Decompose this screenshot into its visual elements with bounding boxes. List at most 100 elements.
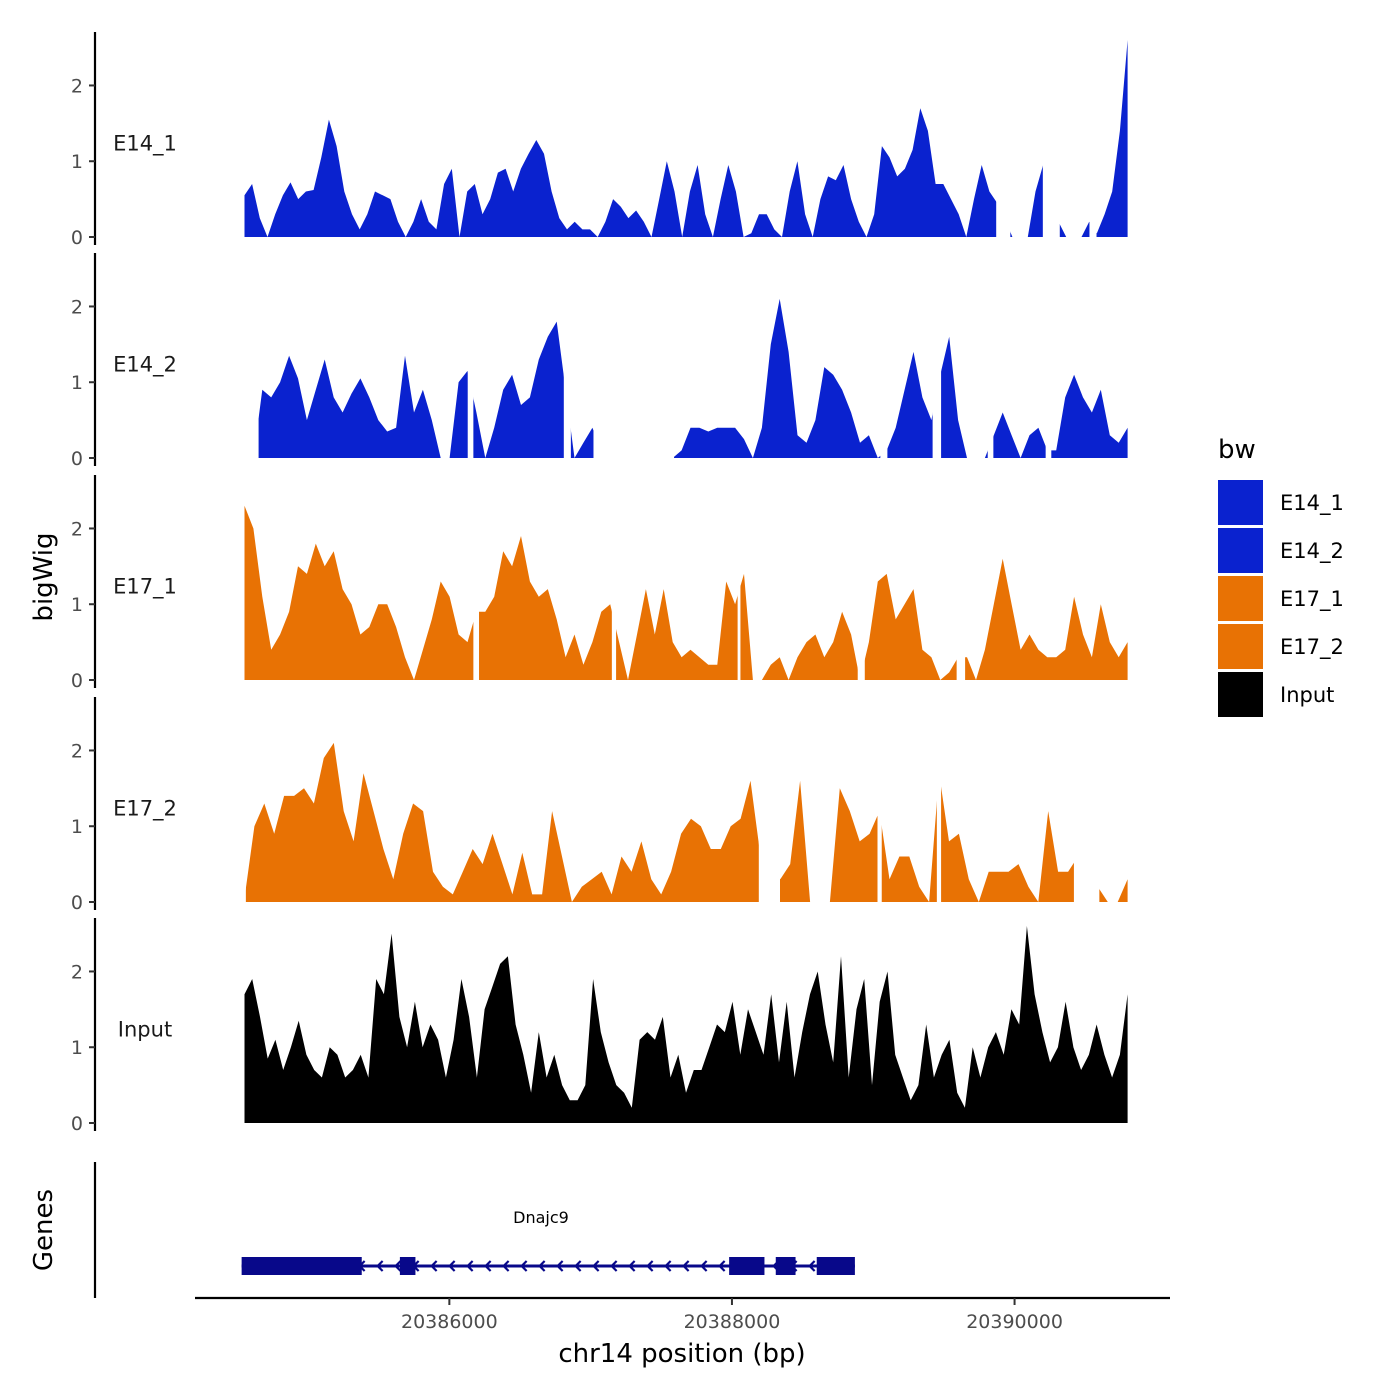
strand-arrow (808, 1260, 816, 1272)
strand-arrow (394, 1260, 402, 1272)
signal-area-E14_2 (244, 298, 1128, 458)
y-tick-label: 1 (71, 372, 83, 394)
genes-panel: Genes Dnajc9 (29, 1162, 855, 1298)
legend-item: E17_2 (1218, 624, 1344, 669)
signal-gap (936, 695, 942, 903)
strand-arrow (664, 1260, 672, 1272)
y-tick-label: 2 (71, 296, 83, 318)
y-tick-label: 2 (71, 740, 83, 762)
strand-arrow (448, 1260, 456, 1272)
y-tick-label: 0 (71, 1113, 83, 1135)
strand-arrow (376, 1260, 384, 1272)
y-tick-label: 2 (71, 518, 83, 540)
legend-label: Input (1280, 683, 1334, 707)
signal-gap (857, 473, 865, 681)
signal-gap (244, 695, 246, 903)
y-tick-label: 2 (71, 961, 83, 983)
legend-label: E17_1 (1280, 587, 1344, 612)
signal-gap (467, 251, 474, 459)
legend-swatch (1218, 672, 1263, 717)
legend-entries: E14_1 E14_2 E17_1 E17_2 Input (1218, 480, 1344, 717)
gene-exon (399, 1257, 416, 1275)
signal-gap (1042, 30, 1060, 238)
signal-area-E14_1 (244, 40, 1128, 237)
strand-arrow (520, 1260, 528, 1272)
legend: bw E14_1 E14_2 E17_1 E17_2 Input (1218, 435, 1344, 717)
x-tick-label: 20390000 (966, 1311, 1063, 1333)
track-E14_2: 0 1 2 E14_2 (71, 251, 1128, 470)
strand-arrow (718, 1260, 726, 1272)
legend-swatch (1218, 624, 1263, 669)
signal-area-E17_1 (244, 505, 1128, 680)
signal-gap (758, 695, 780, 903)
gene-exon (729, 1257, 765, 1275)
track-E17_1: 0 1 2 E17_1 (71, 473, 1128, 692)
legend-swatch (1218, 576, 1263, 621)
signal-gap (611, 473, 617, 681)
signal-gap (932, 251, 942, 459)
y-tick-label: 0 (71, 448, 83, 470)
legend-item: E17_1 (1218, 576, 1344, 621)
gene-exon (816, 1257, 855, 1275)
x-tick-label: 20388000 (684, 1311, 781, 1333)
signal-gap (593, 251, 675, 459)
gene-exon (241, 1257, 362, 1275)
legend-title: bw (1218, 435, 1256, 465)
legend-swatch (1218, 528, 1263, 573)
legend-label: E17_2 (1280, 635, 1344, 660)
y-axis-title: bigWig (29, 532, 59, 621)
signal-gap (563, 251, 571, 459)
strand-arrow (484, 1260, 492, 1272)
strand-arrow (628, 1260, 636, 1272)
legend-item: Input (1218, 672, 1334, 717)
legend-swatch (1218, 480, 1263, 525)
signal-gap (1045, 251, 1052, 459)
signal-panels: 0 1 2 E14_1 0 1 2 E14_2 0 1 2 E17_1 0 1 2 E17_2 0 1 2 Input (71, 30, 1128, 1135)
signal-gap (996, 30, 1011, 238)
signal-area-Input (244, 926, 1128, 1123)
legend-item: E14_2 (1218, 528, 1344, 573)
strand-arrow (574, 1260, 582, 1272)
track-label: E17_1 (113, 574, 177, 599)
strand-arrow (700, 1260, 708, 1272)
strand-arrow (556, 1260, 564, 1272)
track-label: E14_1 (113, 131, 177, 156)
x-tick-label: 20386000 (401, 1311, 498, 1333)
y-tick-label: 1 (71, 816, 83, 838)
signal-gap (1089, 30, 1097, 238)
y-tick-label: 0 (71, 670, 83, 692)
legend-item: E14_1 (1218, 480, 1344, 525)
gene-model (241, 1257, 855, 1275)
y-tick-label: 1 (71, 594, 83, 616)
y-tick-label: 1 (71, 151, 83, 173)
track-label: E17_2 (113, 796, 177, 821)
track-label: E14_2 (113, 352, 177, 377)
strand-arrow (538, 1260, 546, 1272)
strand-arrow (646, 1260, 654, 1272)
track-Input: 0 1 2 Input (71, 918, 1128, 1135)
signal-gap (956, 473, 966, 681)
legend-label: E14_1 (1280, 491, 1344, 516)
signal-gap (244, 251, 259, 459)
strand-arrow (502, 1260, 510, 1272)
strand-arrow (430, 1260, 438, 1272)
strand-arrow (466, 1260, 474, 1272)
x-axis-ticks: 20386000 20388000 20390000 (401, 1298, 1063, 1333)
signal-gap (880, 251, 888, 459)
signal-gap (987, 251, 994, 459)
strand-arrow (610, 1260, 618, 1272)
signal-gap (1073, 695, 1100, 903)
signal-gap (473, 473, 480, 681)
y-tick-label: 0 (71, 227, 83, 249)
gene-name-label: Dnajc9 (513, 1208, 569, 1227)
strand-arrow (592, 1260, 600, 1272)
y-tick-label: 1 (71, 1037, 83, 1059)
track-E17_2: 0 1 2 E17_2 (71, 695, 1128, 914)
strand-arrow (682, 1260, 690, 1272)
track-E14_1: 0 1 2 E14_1 (71, 30, 1128, 249)
x-axis: 20386000 20388000 20390000 chr14 position … (195, 1296, 1170, 1369)
y-tick-label: 2 (71, 75, 83, 97)
track-label: Input (118, 1017, 172, 1041)
genes-panel-title: Genes (29, 1189, 59, 1271)
